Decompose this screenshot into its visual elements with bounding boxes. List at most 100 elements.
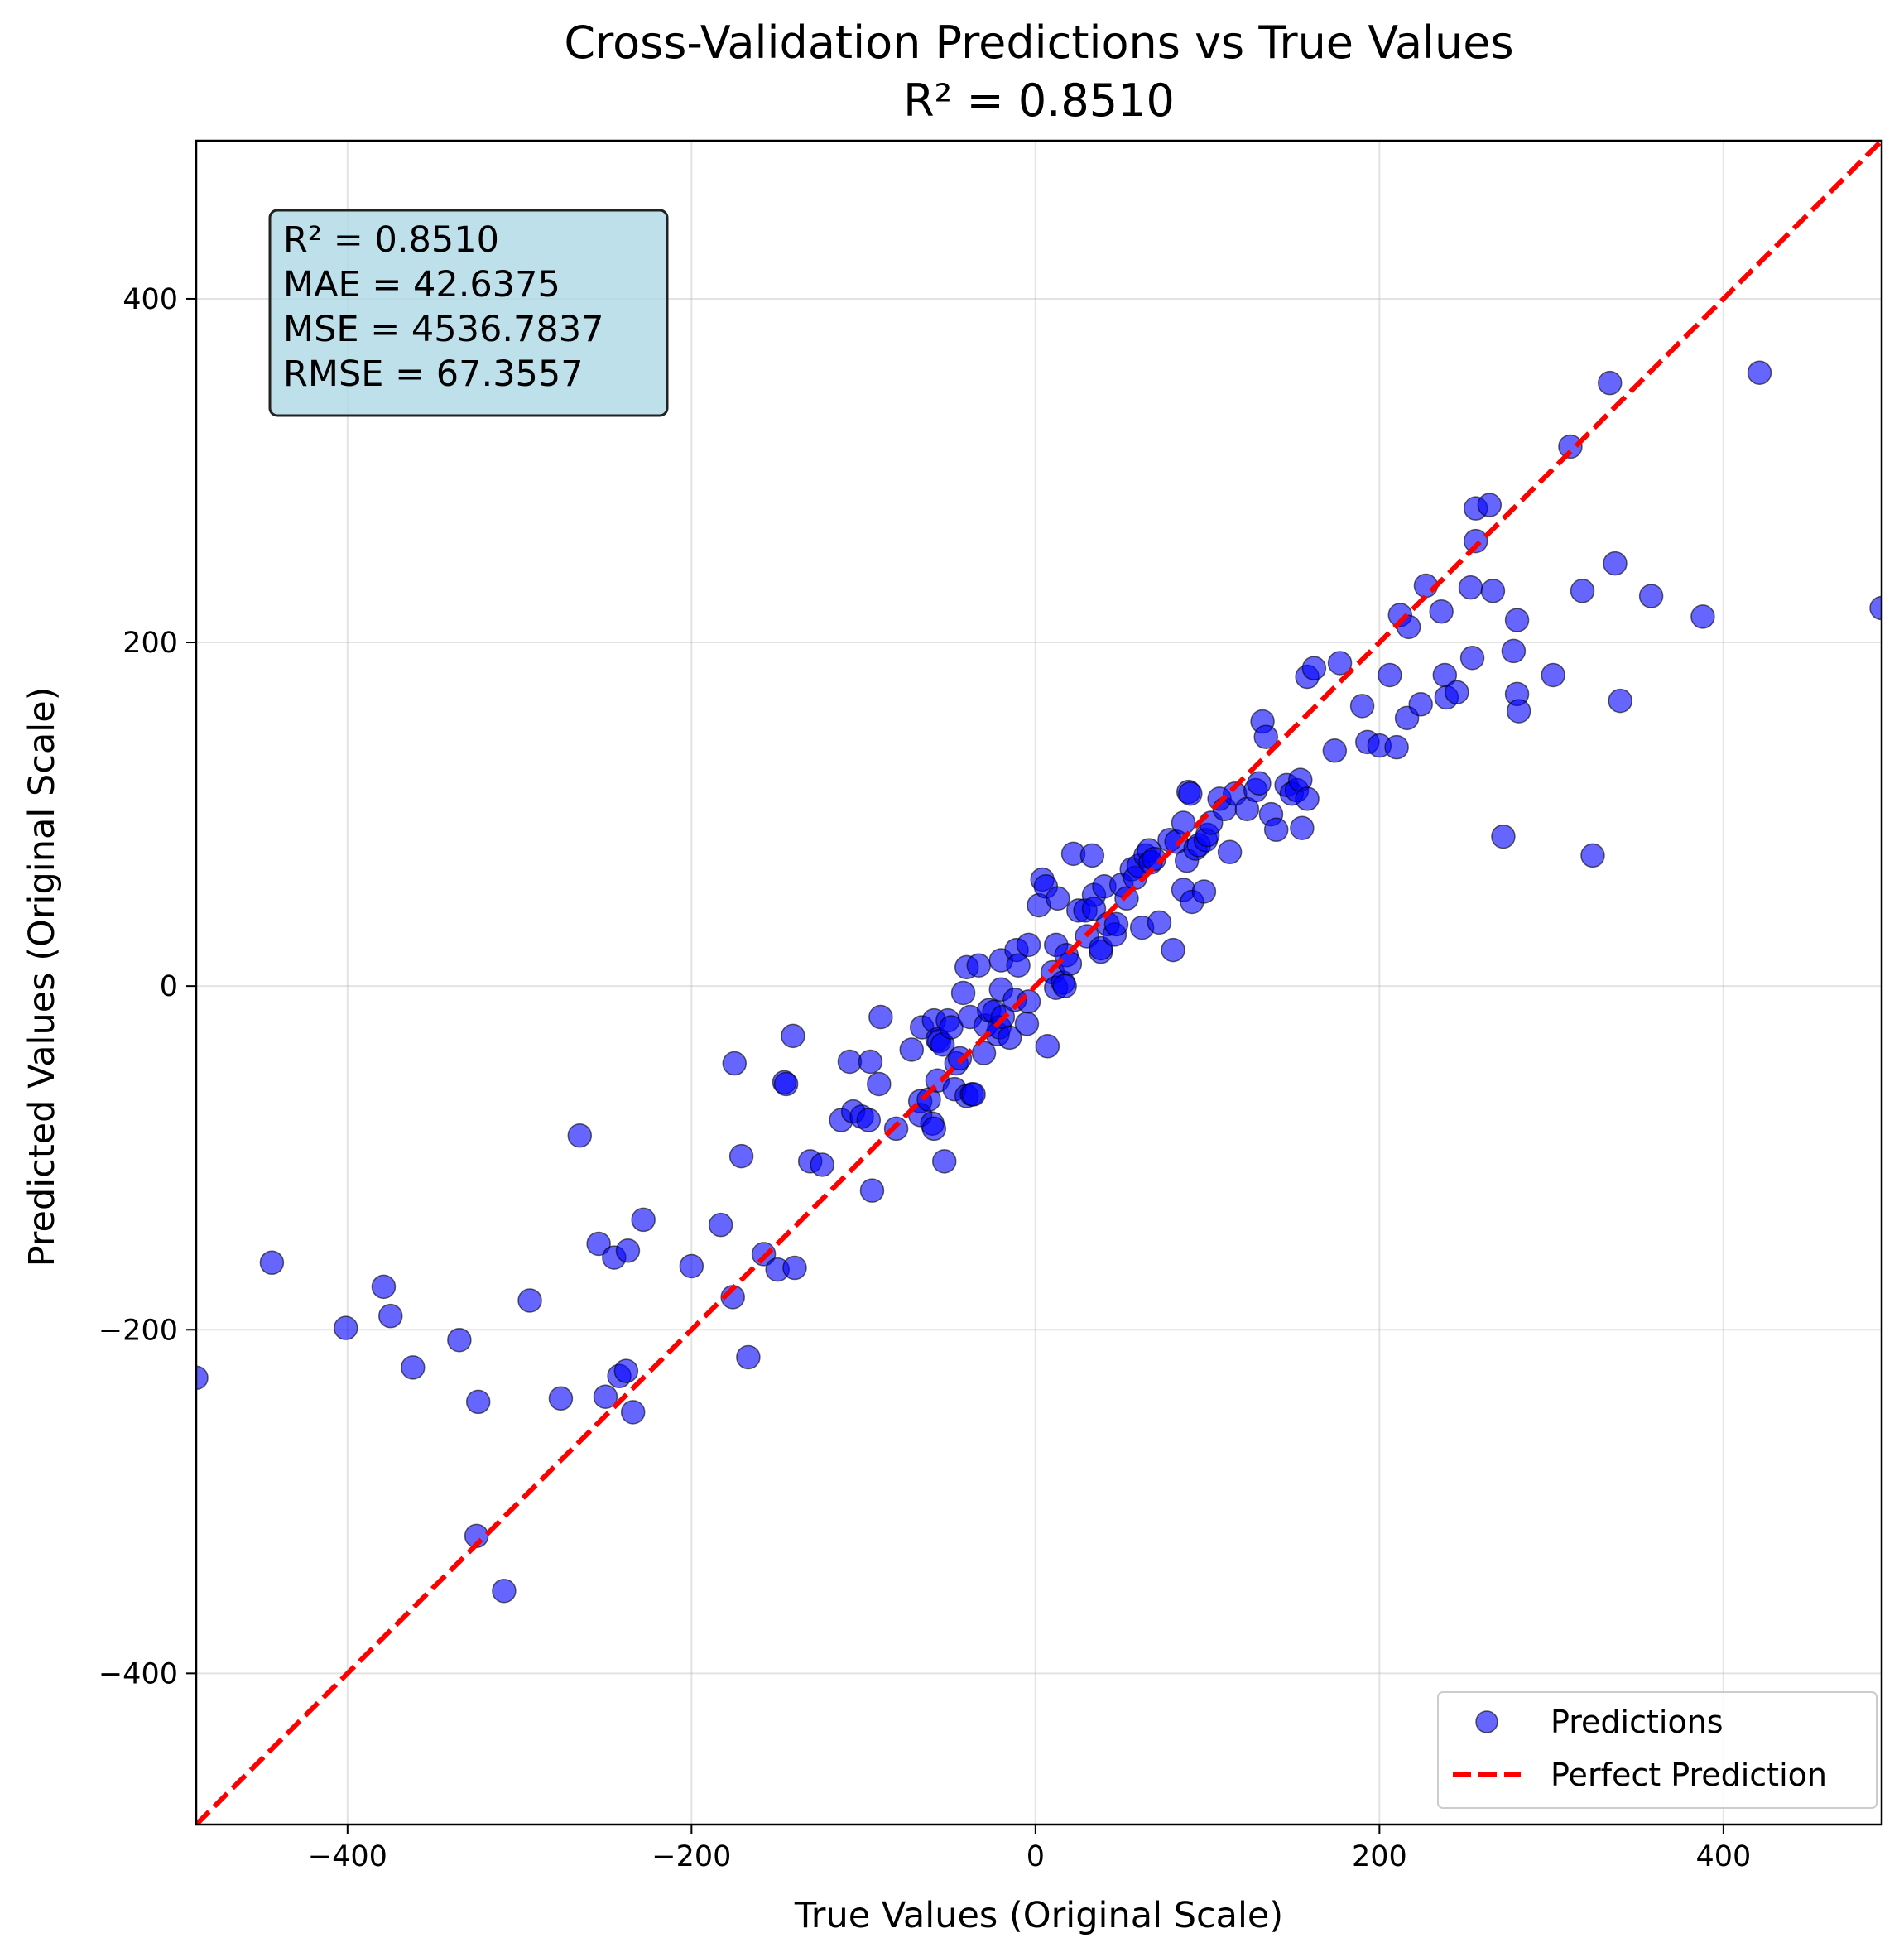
scatter-point (1570, 579, 1595, 603)
scatter-point (1445, 680, 1469, 704)
scatter-point (1253, 724, 1278, 749)
chart-title: Cross-Validation Predictions vs True Val… (564, 17, 1513, 69)
y-tick-label: −400 (99, 1657, 178, 1690)
scatter-point (371, 1274, 397, 1300)
scatter-point (858, 1049, 883, 1075)
scatter-point (1603, 551, 1628, 576)
stats-mse: MSE = 4536.7837 (283, 309, 603, 350)
scatter-point (613, 1358, 639, 1383)
scatter-point (1006, 953, 1031, 978)
scatter-point (593, 1384, 618, 1409)
scatter-point (867, 1071, 892, 1097)
scatter-point (447, 1327, 472, 1353)
scatter-point (1079, 843, 1105, 868)
scatter-point (1463, 528, 1488, 554)
scatter-point (401, 1355, 426, 1380)
scatter-point (1295, 786, 1320, 811)
perfect-prediction-line (196, 141, 1882, 1825)
stats-mae: MAE = 42.6375 (283, 264, 560, 305)
scatter-point (856, 1108, 882, 1132)
scatter-point (1103, 911, 1129, 937)
legend-marker-predictions (1475, 1710, 1498, 1733)
scatter-point (1747, 360, 1772, 385)
scatter-point (615, 1238, 641, 1263)
scatter-point (196, 1365, 209, 1391)
scatter-point (679, 1253, 704, 1279)
scatter-point (868, 1004, 893, 1030)
y-tick-label: 400 (123, 283, 178, 316)
scatter-point (1477, 493, 1503, 517)
scatter-point (1558, 434, 1583, 459)
scatter-point (333, 1315, 358, 1340)
x-axis-label: True Values (Original Scale) (794, 1895, 1283, 1936)
scatter-point (1322, 738, 1348, 763)
scatter-point (1081, 897, 1107, 921)
scatter-point (773, 1071, 799, 1097)
scatter-point (1638, 584, 1664, 608)
scatter-point (492, 1578, 517, 1604)
scatter-point (1408, 692, 1433, 717)
scatter-point (966, 953, 992, 978)
scatter-point (1597, 370, 1623, 396)
scatter-point (517, 1288, 542, 1313)
scatter-point (1178, 781, 1203, 806)
legend-label-predictions: Predictions (1551, 1704, 1724, 1740)
scatter-point (950, 980, 976, 1006)
scatter-point (1384, 734, 1409, 760)
scatter-point (722, 1051, 748, 1076)
scatter-point (1541, 662, 1565, 688)
scatter-point (1057, 951, 1083, 976)
scatter-point (1171, 810, 1196, 835)
legend-label-perfect-prediction: Perfect Prediction (1551, 1757, 1827, 1793)
scatter-point (781, 1023, 805, 1049)
stats-r2: R² = 0.8510 (283, 219, 499, 261)
axis-ticks: −400 −200 0 200 400 −400 −200 0 200 400 (99, 283, 1751, 1873)
y-tick-label: −200 (99, 1314, 178, 1347)
scatter-point (1046, 886, 1070, 911)
scatter-point (1247, 771, 1272, 796)
y-tick-label: 200 (123, 627, 178, 660)
stats-rmse: RMSE = 67.3557 (283, 353, 584, 395)
scatter-point (728, 1143, 754, 1169)
scatter-point (1429, 599, 1454, 624)
scatter-point (1301, 656, 1327, 680)
stats-box-background (268, 209, 669, 417)
scatter-point (736, 1344, 761, 1370)
scatter-point (782, 1255, 807, 1281)
perfect-prediction-line-path (196, 141, 1882, 1825)
scatter-point (1608, 688, 1632, 714)
scatter-point (259, 1250, 285, 1276)
scatter-point (1504, 608, 1530, 632)
scatter-point (1191, 879, 1217, 904)
scatter-point (1580, 843, 1605, 868)
scatter-point (631, 1207, 656, 1233)
scatter-point (837, 1049, 863, 1075)
scatter-point (1014, 1012, 1040, 1036)
scatter-point (1327, 651, 1353, 676)
scatter-point (1378, 662, 1402, 688)
scatter-point (548, 1386, 574, 1411)
scatter-point (859, 1178, 885, 1203)
scatter-point (997, 1025, 1022, 1051)
x-tick-label: 0 (1027, 1840, 1045, 1873)
scatter-point (971, 1041, 997, 1065)
scatter-point (1263, 817, 1289, 843)
scatter-point (708, 1212, 733, 1238)
scatter-point (586, 1231, 611, 1257)
scatter-points (196, 360, 1882, 1604)
scatter-point (620, 1400, 646, 1425)
plot-frame (195, 139, 1883, 1826)
scatter-point (378, 1303, 403, 1329)
x-tick-label: 200 (1352, 1840, 1407, 1873)
scatter-point (1035, 1034, 1060, 1059)
scatter-point (567, 1123, 593, 1148)
scatter-point (1459, 645, 1485, 671)
legend: Predictions Perfect Prediction (1437, 1691, 1878, 1809)
scatter-point (1506, 699, 1531, 724)
scatter-point (1161, 937, 1185, 963)
y-axis-label: Predicted Values (Original Scale) (22, 687, 63, 1267)
scatter-point (1501, 638, 1527, 664)
x-tick-label: 400 (1695, 1840, 1751, 1873)
scatter-point (1349, 694, 1375, 719)
